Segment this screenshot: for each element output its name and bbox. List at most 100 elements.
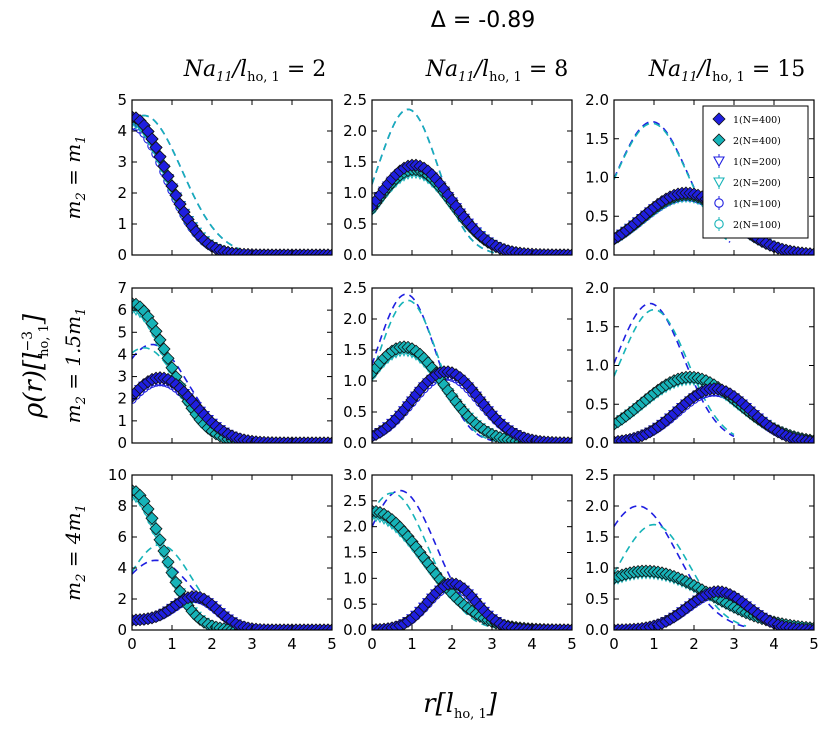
- y-tick-label: 1: [117, 215, 127, 233]
- y-tick-label: 2.0: [585, 91, 609, 109]
- mean-field-line-species1: [614, 505, 747, 628]
- y-tick-label: 0.0: [585, 621, 609, 639]
- legend-label-6: 2(N=100): [733, 220, 781, 231]
- x-tick-label: 0: [127, 635, 137, 653]
- x-tick-label: 2: [207, 635, 217, 653]
- y-tick-label: 0.5: [343, 403, 367, 421]
- y-axis-label-text: ρ(r)[l−3ho, 1]: [19, 313, 52, 419]
- panel-r3-c2: 0.0 0.5 1.0 1.5 2.0 2.5 3.0 0 1 2 3 4 5: [343, 466, 577, 653]
- y-tick-label: 1.0: [585, 357, 609, 375]
- data-points: [372, 158, 572, 255]
- point-2-n400: [141, 502, 155, 516]
- point-1-n400: [565, 436, 572, 443]
- legend-label-4: 2(N=200): [733, 178, 781, 189]
- y-tick-label: 0.5: [585, 207, 609, 225]
- y-tick-label: 0: [117, 621, 127, 639]
- legend-label-5: 1(N=100): [733, 199, 781, 210]
- axes-frame: [371, 99, 573, 256]
- point-2-n400: [153, 533, 167, 547]
- y-tick-label: 4: [117, 559, 127, 577]
- legend-marker-5: [714, 198, 724, 208]
- point-2-n400: [157, 544, 171, 558]
- x-tick-label: 0: [609, 635, 619, 653]
- y-tick-label: 6: [117, 301, 127, 319]
- y-tick-label: 3: [117, 368, 127, 386]
- x-tick-label: 3: [729, 635, 739, 653]
- y-tick-label: 2.0: [343, 518, 367, 536]
- y-tick-label: 0.5: [343, 215, 367, 233]
- point-1-n400: [325, 436, 332, 443]
- point-2-n400: [169, 575, 183, 589]
- mean-field-line-species2: [614, 308, 735, 436]
- y-tick-label: 1.0: [343, 569, 367, 587]
- legend-marker-4: [713, 177, 725, 189]
- point-1-n400: [807, 435, 814, 443]
- y-tick-label: 4: [117, 122, 127, 140]
- y-tick-label: 2.5: [343, 91, 367, 109]
- y-tick-label: 8: [117, 497, 127, 515]
- axes-frame: [371, 287, 573, 444]
- column-header-2: Na11/lho, 1 = 8: [425, 57, 569, 85]
- data-points: [372, 340, 572, 443]
- point-2-n400: [149, 522, 163, 536]
- point-1-n400: [161, 169, 175, 183]
- x-tick-label: 1: [649, 635, 659, 653]
- figure-title: Δ = -0.89: [431, 8, 535, 33]
- data-points: [132, 110, 332, 255]
- mean-field-line-species2: [372, 492, 497, 629]
- axes-frame: [131, 474, 333, 631]
- data-points: [614, 370, 814, 443]
- x-tick-label: 5: [327, 635, 337, 653]
- y-axis-label: ρ(r)[l−3ho, 1]: [19, 313, 52, 419]
- axes-frame: [131, 287, 333, 444]
- x-tick-label: 4: [527, 635, 537, 653]
- point-1-n400: [565, 623, 572, 630]
- point-2-n200: [132, 118, 138, 129]
- panel-r3-c3: 0.0 0.5 1.0 1.5 2.0 2.5 0 1 2 3 4 5: [585, 466, 819, 653]
- point-2-n400: [149, 324, 163, 338]
- point-2-n400: [157, 342, 171, 356]
- y-tick-label: 0.0: [343, 434, 367, 452]
- x-tick-label: 0: [367, 635, 377, 653]
- mean-field-line-species2: [132, 114, 241, 251]
- point-1-n400: [565, 248, 572, 255]
- point-1-n400: [157, 159, 171, 173]
- legend-label-1: 1(N=400): [733, 115, 781, 126]
- mean-field-line-species2: [372, 108, 497, 254]
- y-tick-label: 4: [117, 345, 127, 363]
- axes-frame: [613, 474, 815, 631]
- x-tick-label: 2: [689, 635, 699, 653]
- y-tick-label: 0: [117, 434, 127, 452]
- panel-r2-c1: 0 1 2 3 4 5 6 7: [117, 279, 333, 452]
- point-1-n400: [165, 179, 179, 193]
- row-header-1: m2 = m1: [61, 136, 89, 220]
- y-tick-label: 6: [117, 528, 127, 546]
- legend-marker-3: [713, 156, 725, 168]
- y-tick-label: 5: [117, 323, 127, 341]
- y-tick-label: 2.5: [585, 466, 609, 484]
- legend-marker-1: [712, 112, 726, 126]
- y-tick-label: 1.5: [343, 544, 367, 562]
- y-tick-label: 2.0: [585, 279, 609, 297]
- x-axis-label: r[lho, 1]: [423, 689, 498, 722]
- y-tick-label: 2.5: [343, 279, 367, 297]
- row-header-3: m2 = 4m1: [61, 504, 89, 601]
- y-tick-label: 1.0: [343, 372, 367, 390]
- column-header-3: Na11/lho, 1 = 15: [648, 57, 806, 85]
- point-2-n400: [165, 361, 179, 375]
- x-tick-label: 1: [407, 635, 417, 653]
- x-tick-label: 3: [487, 635, 497, 653]
- y-tick-label: 2.0: [585, 497, 609, 515]
- legend-marker-2: [712, 133, 726, 147]
- legend-box: [702, 105, 809, 239]
- mean-field-line-species2: [614, 523, 747, 627]
- y-tick-label: 0.0: [585, 434, 609, 452]
- point-2-n400: [161, 555, 175, 569]
- y-tick-label: 2.5: [343, 492, 367, 510]
- panel-r2-c2: 0.0 0.5 1.0 1.5 2.0 2.5: [343, 279, 573, 452]
- x-tick-label: 5: [809, 635, 819, 653]
- y-tick-label: 7: [117, 279, 127, 297]
- mean-field-line-species1: [614, 302, 735, 438]
- mean-field-line-species2: [372, 299, 497, 442]
- point-1-n400: [325, 623, 332, 630]
